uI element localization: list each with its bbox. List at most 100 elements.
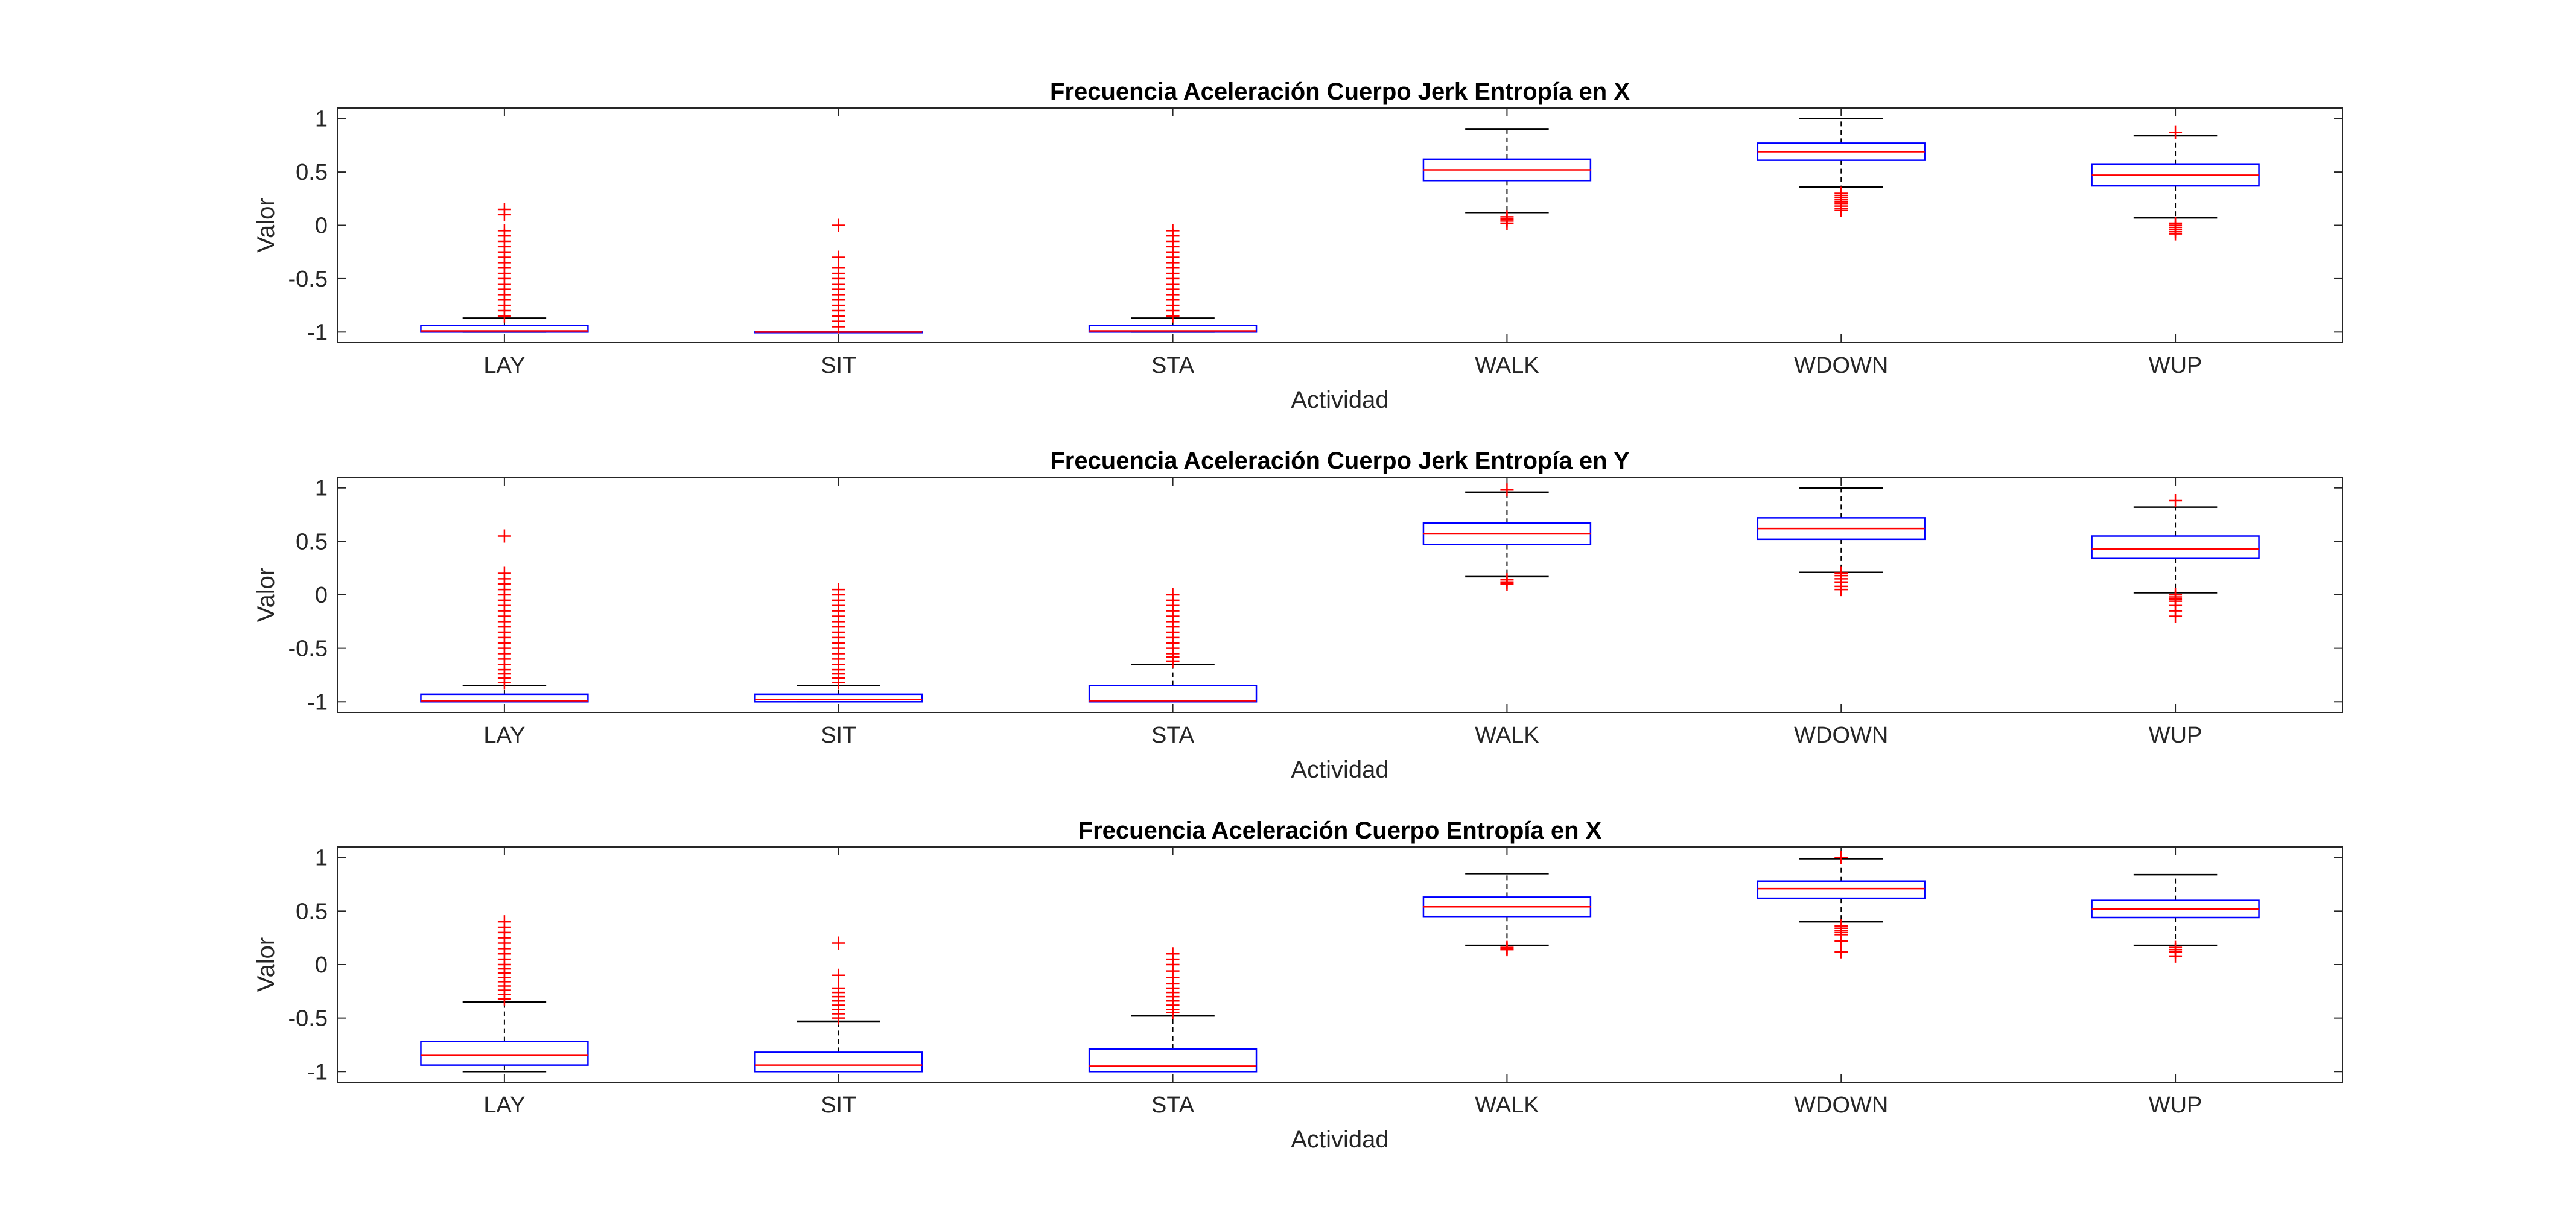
box-wup (2091, 873, 2260, 963)
outlier-point (1166, 224, 1180, 238)
y-axis-label: Valor (253, 198, 279, 252)
box-walk (1422, 873, 1592, 957)
y-tick-label: 0 (315, 214, 328, 239)
iqr-box (1088, 1048, 1258, 1073)
outlier-point (832, 981, 845, 995)
x-axis-label: Actividad (1291, 387, 1388, 413)
y-tick-label: -1 (307, 1059, 328, 1085)
iqr-box (754, 693, 923, 703)
y-tick-label: 1 (315, 846, 328, 871)
box-wup (2091, 494, 2260, 623)
chart-panel-2: -1 -0.5 0 0.5 1 LAY SIT STA WALK WDOWN WUP Frecuenc… (253, 448, 2343, 783)
iqr-box (754, 1051, 923, 1073)
outlier-point (1500, 483, 1514, 497)
outlier-point (2169, 949, 2183, 963)
y-tick-label: 1 (315, 107, 328, 132)
outlier-point (1834, 851, 1848, 864)
x-tick-label: WUP (2149, 723, 2202, 748)
x-axis-label: Actividad (1291, 756, 1388, 783)
outlier-point (2169, 125, 2183, 139)
chart-title: Frecuencia Aceleración Cuerpo Jerk Entro… (1050, 448, 1630, 474)
outlier-point (2169, 494, 2183, 507)
outlier-point (1500, 577, 1514, 591)
outlier-point (832, 968, 845, 982)
box-sta (1088, 947, 1258, 1073)
x-tick-label: STA (1151, 723, 1195, 748)
x-tick-label: SIT (821, 723, 856, 748)
y-tick-label: 0 (315, 953, 328, 978)
box-wdown (1757, 851, 1926, 959)
iqr-box (1757, 880, 1926, 899)
x-tick-label: STA (1151, 353, 1195, 378)
iqr-box (1088, 325, 1258, 333)
outlier-point (1834, 945, 1848, 959)
outlier-point (2169, 227, 2183, 241)
y-tick-label: 0.5 (296, 899, 328, 924)
iqr-box (420, 325, 589, 333)
x-tick-label: WDOWN (1794, 353, 1888, 378)
x-tick-label: LAY (483, 1092, 525, 1118)
y-tick-label: -0.5 (288, 1006, 328, 1032)
box-lay (420, 915, 589, 1073)
iqr-box (2091, 535, 2260, 559)
y-axis-label: Valor (253, 937, 279, 992)
box-sit (754, 583, 923, 703)
x-tick-label: WALK (1475, 353, 1539, 378)
box-walk (1422, 483, 1592, 591)
y-tick-label: 0.5 (296, 529, 328, 554)
outlier-point (2169, 609, 2183, 623)
box-wdown (1757, 118, 1926, 217)
chart-title: Frecuencia Aceleración Cuerpo Jerk Entro… (1050, 78, 1630, 105)
y-tick-label: -0.5 (288, 267, 328, 292)
outlier-point (497, 915, 511, 929)
x-axis-label: Actividad (1291, 1126, 1388, 1153)
x-tick-label: SIT (821, 1092, 856, 1118)
outlier-point (832, 218, 845, 232)
y-tick-label: 1 (315, 476, 328, 501)
outlier-point (1500, 216, 1514, 230)
outlier-point (497, 224, 511, 238)
outlier-point (1166, 588, 1180, 601)
outlier-point (832, 250, 845, 264)
box-wup (2091, 125, 2260, 241)
x-tick-label: LAY (483, 353, 525, 378)
x-tick-label: WUP (2149, 1092, 2202, 1118)
y-tick-label: 0 (315, 583, 328, 608)
outlier-point (497, 566, 511, 580)
box-lay (420, 202, 589, 333)
outlier-point (832, 583, 845, 597)
outlier-point (1166, 947, 1180, 961)
y-axis-label: Valor (253, 568, 279, 622)
outlier-point (1834, 203, 1848, 217)
x-tick-label: WUP (2149, 353, 2202, 378)
plot-area (337, 846, 2343, 1083)
chart-panel-3: -1 -0.5 0 0.5 1 LAY SIT STA WALK WDOWN WUP Frecuenc… (253, 817, 2343, 1153)
y-tick-label: -0.5 (288, 636, 328, 662)
chart-panel-1: -1 -0.5 0 0.5 1 LAY SIT STA WALK WDOWN WUP Frecuenc… (253, 78, 2343, 413)
box-sta (1088, 588, 1258, 703)
outlier-point (832, 936, 845, 950)
box-sta (1088, 224, 1258, 333)
box-lay (420, 529, 589, 703)
box-walk (1422, 128, 1592, 230)
iqr-box (420, 693, 589, 703)
outlier-point (1834, 583, 1848, 597)
x-tick-label: LAY (483, 723, 525, 748)
x-tick-label: SIT (821, 353, 856, 378)
box-sit (754, 936, 923, 1073)
outlier-point (497, 202, 511, 216)
y-tick-label: 0.5 (296, 160, 328, 185)
outlier-point (497, 529, 511, 543)
x-tick-label: STA (1151, 1092, 1195, 1118)
iqr-box (1088, 685, 1258, 703)
x-tick-label: WALK (1475, 1092, 1539, 1118)
plot-area (337, 107, 2343, 343)
y-tick-label: -1 (307, 320, 328, 345)
chart-title: Frecuencia Aceleración Cuerpo Entropía e… (1078, 817, 1602, 844)
iqr-box (420, 1041, 589, 1066)
box-wdown (1757, 487, 1926, 597)
outlier-point (1500, 943, 1514, 957)
plot-area (337, 477, 2343, 713)
y-tick-label: -1 (307, 690, 328, 715)
